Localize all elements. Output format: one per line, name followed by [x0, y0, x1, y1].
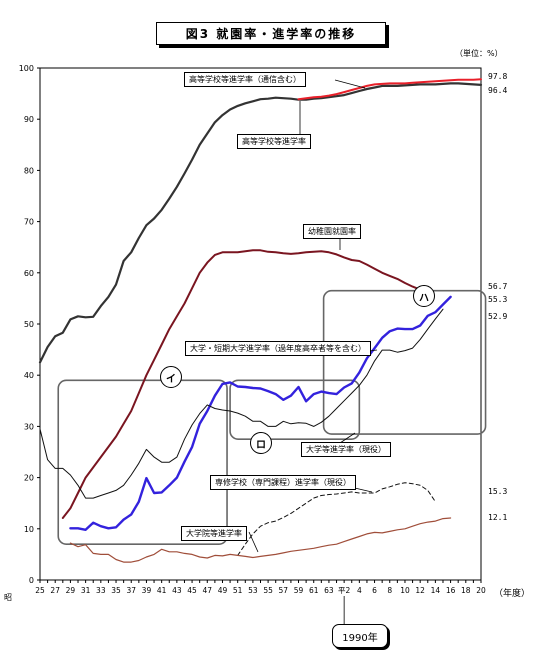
callout-leader-4 [339, 432, 356, 444]
x-tick-label: 29 [66, 586, 76, 595]
y-tick-label: 10 [24, 525, 34, 534]
y-tick-label: 90 [24, 115, 34, 124]
callout-grad: 大学院等進学率 [181, 526, 247, 541]
y-tick-label: 20 [24, 474, 34, 483]
x-tick-label: 57 [279, 586, 289, 595]
x-tick-label: 10 [400, 586, 410, 595]
callout-hs-tsushin: 高等学校等進学率（通信含む） [184, 72, 306, 87]
series-line-0 [38, 82, 483, 364]
x-tick-label: 55 [263, 586, 273, 595]
region-label-i: イ [160, 366, 182, 388]
series-line-3 [69, 295, 452, 531]
era-label: 昭 [4, 593, 12, 602]
x-tick-label: 51 [233, 586, 243, 595]
series-line-5 [237, 482, 436, 556]
x-tick-label: 20 [476, 586, 486, 595]
y-tick-label: 50 [24, 320, 34, 329]
region-box-ro [229, 379, 361, 441]
x-tick-label: 39 [142, 586, 152, 595]
x-tick-label: 35 [111, 586, 121, 595]
x-tick-label: 41 [157, 586, 167, 595]
region-boxes [57, 289, 487, 545]
x-tick-label: 14 [431, 586, 441, 595]
x-tick-label: 37 [126, 586, 136, 595]
unit-label: （単位：%） [455, 49, 503, 58]
x-tick-label: 16 [446, 586, 456, 595]
chart-title: 図3 就園率・進学率の推移 [156, 22, 386, 45]
x-tick-label: 63 [324, 586, 334, 595]
x-axis-title: （年度） [494, 589, 531, 599]
callout-hs: 高等学校等進学率 [237, 134, 311, 149]
series-line-2 [61, 249, 422, 519]
callout-leader-6 [248, 531, 259, 553]
x-tick-label: 27 [50, 586, 60, 595]
y-tick-label: 30 [24, 422, 34, 431]
end-label-hs-tsushin: 97.8 [488, 72, 508, 81]
callout-senshu: 専修学校（専門課程）進学率（現役） [210, 475, 356, 490]
x-tick-label: 33 [96, 586, 106, 595]
series-line-6 [69, 517, 452, 563]
x-tick-label: 平2 [338, 586, 350, 595]
end-label-senshu: 15.3 [488, 487, 508, 496]
x-tick-label: 61 [309, 586, 319, 595]
y-tick-label: 60 [24, 269, 34, 278]
x-tick-label: 4 [357, 586, 362, 595]
x-tick-label: 49 [218, 586, 228, 595]
end-label-grad: 12.1 [488, 513, 508, 522]
end-label-univ-all: 55.3 [488, 295, 508, 304]
x-tick-label: 59 [294, 586, 304, 595]
callout-univ-genneki: 大学等進学率（現役） [301, 442, 391, 457]
x-tick-label: 53 [248, 586, 258, 595]
x-tick-label: 43 [172, 586, 182, 595]
region-box-ha [322, 289, 487, 435]
callout-univ-all: 大学・短期大学進学率（過年度高卒者等を含む） [185, 341, 371, 356]
end-label-kindergarten: 56.7 [488, 282, 508, 291]
year-callout-1990: 1990年 [332, 624, 388, 648]
x-tick-label: 25 [35, 586, 45, 595]
series-line-1 [297, 78, 482, 101]
x-tick-label: 45 [187, 586, 197, 595]
x-tick-label: 47 [203, 586, 213, 595]
y-tick-label: 0 [29, 576, 34, 585]
callout-kindergarten: 幼稚園就園率 [303, 224, 361, 239]
y-tick-label: 70 [24, 218, 34, 227]
series-line-4 [39, 308, 444, 499]
region-label-ha: ハ [413, 285, 435, 307]
x-tick-label: 18 [461, 586, 471, 595]
y-tick-label: 100 [19, 64, 34, 73]
region-box-i [57, 379, 228, 545]
callout-leader-0 [334, 79, 366, 89]
end-label-hs: 96.4 [488, 86, 508, 95]
region-label-ro: ロ [250, 432, 272, 454]
x-tick-label: 12 [415, 586, 425, 595]
y-tick-label: 80 [24, 166, 34, 175]
x-tick-label: 8 [387, 586, 392, 595]
x-tick-label: 6 [372, 586, 377, 595]
end-label-univ-genneki: 52.9 [488, 312, 508, 321]
x-tick-label: 31 [81, 586, 91, 595]
series-lines [38, 78, 483, 563]
y-tick-label: 40 [24, 371, 34, 380]
